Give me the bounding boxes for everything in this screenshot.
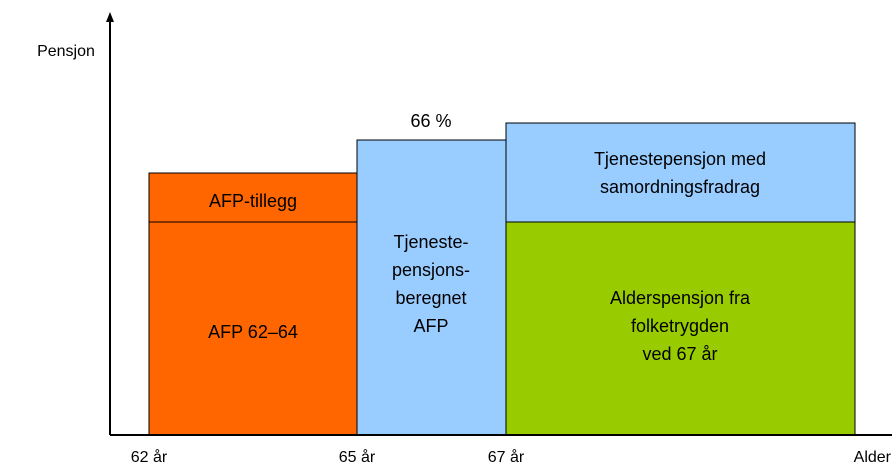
block-label: AFP-tillegg xyxy=(209,191,297,211)
block-label: ved 67 år xyxy=(642,344,717,364)
x-tick-label: 65 år xyxy=(339,448,376,466)
tjenestepensjon-block xyxy=(505,122,856,223)
alderspensjon-block xyxy=(505,221,856,436)
annotation: 66 % xyxy=(410,111,451,131)
block-label: beregnet xyxy=(395,288,466,308)
tjenestepensjonsberegnet-block xyxy=(356,139,507,436)
x-tick-label: 67 år xyxy=(488,448,525,466)
block-label: pensjons- xyxy=(392,260,470,280)
block-label: Tjeneste- xyxy=(393,232,468,252)
block-label: samordningsfradrag xyxy=(600,177,760,197)
block-label: AFP 62–64 xyxy=(208,322,298,342)
x-tick-label: 62 år xyxy=(131,448,168,466)
x-axis-label: Alder xyxy=(854,449,892,466)
block-label: AFP xyxy=(413,316,448,336)
y-axis-arrow xyxy=(106,12,114,22)
block-label: folketrygden xyxy=(631,316,729,336)
block-label: Tjenestepensjon med xyxy=(594,149,766,169)
y-axis-label: Pensjon xyxy=(37,43,95,60)
afp-tillegg-block xyxy=(148,172,358,223)
afp-block xyxy=(148,221,358,436)
block-label: Alderspensjon fra xyxy=(610,288,751,308)
